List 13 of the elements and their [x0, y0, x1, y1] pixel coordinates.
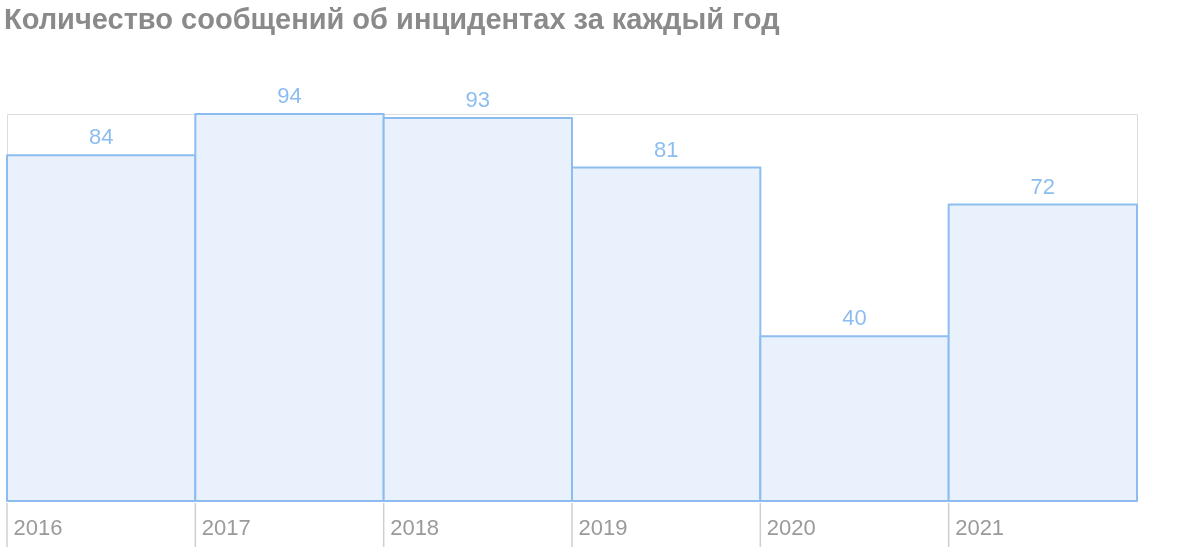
x-tick-label: 2020 [766, 514, 816, 540]
data-label: 84 [88, 124, 114, 150]
x-tick-label: 2021 [955, 514, 1005, 540]
data-label: 40 [842, 305, 867, 331]
x-tick-label: 2017 [201, 514, 251, 540]
data-label: 94 [277, 83, 302, 108]
chart-title: Количество сообщений об инцидентах за каждый год [4, 3, 780, 35]
x-tick-label: 2016 [13, 514, 63, 540]
data-label: 72 [1030, 173, 1056, 199]
x-tick-label: 2018 [390, 514, 440, 540]
data-label: 93 [465, 87, 491, 113]
data-label: 81 [653, 136, 679, 162]
x-tick-label: 2019 [578, 514, 628, 540]
